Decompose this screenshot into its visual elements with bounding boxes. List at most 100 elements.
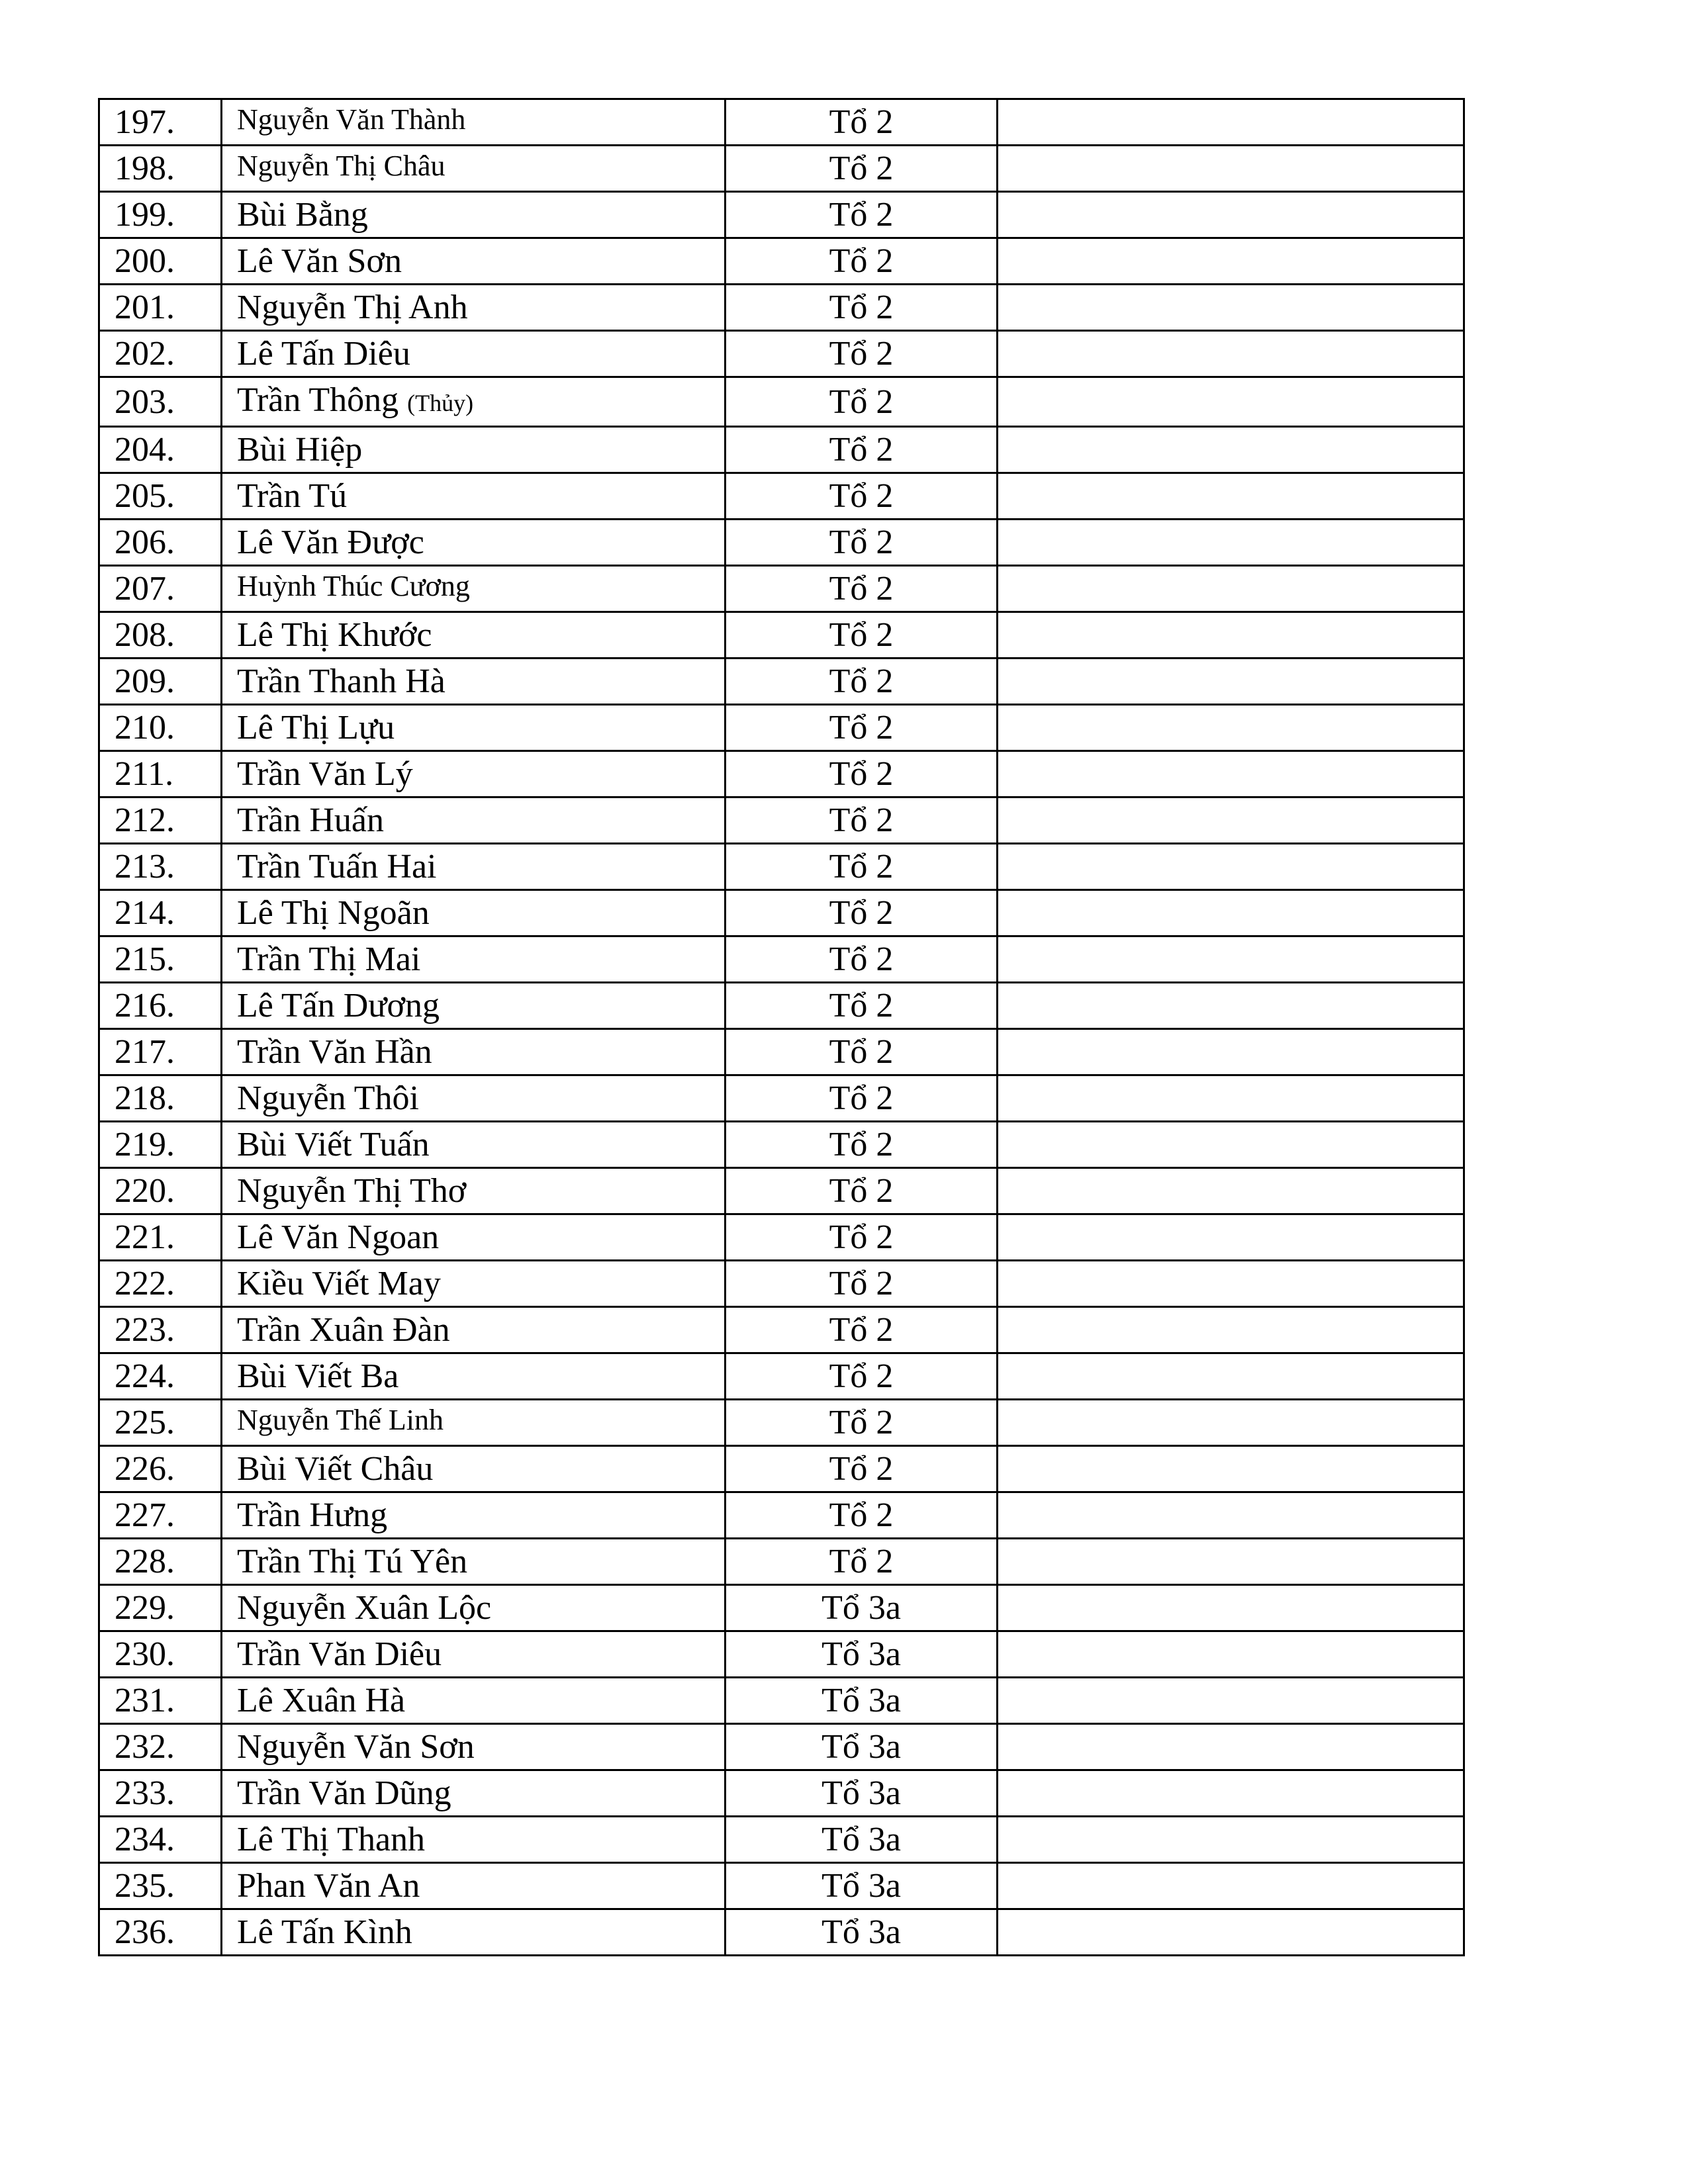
group-cell: Tổ 2 bbox=[724, 565, 998, 613]
member-name: Nguyễn Thị Thơ bbox=[237, 1172, 467, 1210]
member-name-cell: Huỳnh Thúc Cương bbox=[220, 565, 726, 613]
group-cell: Tổ 2 bbox=[724, 1167, 998, 1215]
member-name: Nguyễn Thôi bbox=[237, 1079, 419, 1117]
row-number: 233. bbox=[98, 1769, 222, 1817]
member-name: Nguyễn Văn Thành bbox=[237, 103, 466, 136]
group-cell: Tổ 2 bbox=[724, 981, 998, 1030]
notes-cell bbox=[996, 1815, 1465, 1864]
notes-cell bbox=[996, 842, 1465, 891]
notes-cell bbox=[996, 1398, 1465, 1447]
member-name: Bùi Hiệp bbox=[237, 431, 363, 469]
member-name-cell: Trần Văn Lý bbox=[220, 750, 726, 798]
notes-cell bbox=[996, 1306, 1465, 1354]
table-row: 210. Lê Thị Lựu Tổ 2 bbox=[98, 704, 1465, 752]
notes-cell bbox=[996, 472, 1465, 520]
table-row: 218. Nguyễn Thôi Tổ 2 bbox=[98, 1074, 1465, 1122]
notes-cell bbox=[996, 518, 1465, 567]
row-number: 197. bbox=[98, 98, 222, 146]
table-row: 205. Trần Tú Tổ 2 bbox=[98, 472, 1465, 520]
table-row: 228. Trần Thị Tú Yên Tổ 2 bbox=[98, 1537, 1465, 1586]
table-row: 224. Bùi Viết Ba Tổ 2 bbox=[98, 1352, 1465, 1400]
table-row: 236. Lê Tấn Kình Tổ 3a bbox=[98, 1908, 1465, 1956]
member-name: Lê Tấn Diêu bbox=[237, 335, 410, 373]
member-name: Trần Xuân Đàn bbox=[237, 1311, 450, 1349]
row-number: 204. bbox=[98, 426, 222, 474]
row-number: 222. bbox=[98, 1259, 222, 1308]
member-name: Lê Xuân Hà bbox=[237, 1682, 406, 1719]
notes-cell bbox=[996, 1584, 1465, 1632]
member-name-cell: Bùi Viết Tuấn bbox=[220, 1120, 726, 1169]
notes-cell bbox=[996, 1352, 1465, 1400]
table-row: 217. Trần Văn Hần Tổ 2 bbox=[98, 1028, 1465, 1076]
table-row: 200. Lê Văn Sơn Tổ 2 bbox=[98, 237, 1465, 285]
group-cell: Tổ 2 bbox=[724, 518, 998, 567]
table-row: 225. Nguyễn Thế Linh Tổ 2 bbox=[98, 1398, 1465, 1447]
group-cell: Tổ 3a bbox=[724, 1584, 998, 1632]
notes-cell bbox=[996, 889, 1465, 937]
table-row: 229. Nguyễn Xuân Lộc Tổ 3a bbox=[98, 1584, 1465, 1632]
member-name: Lê Tấn Kình bbox=[237, 1913, 412, 1951]
member-name: Nguyễn Thế Linh bbox=[237, 1404, 444, 1436]
notes-cell bbox=[996, 1537, 1465, 1586]
member-name-cell: Trần Hưng bbox=[220, 1491, 726, 1539]
group-cell: Tổ 3a bbox=[724, 1769, 998, 1817]
member-name-cell: Lê Thị Ngoãn bbox=[220, 889, 726, 937]
table-row: 209. Trần Thanh Hà Tổ 2 bbox=[98, 657, 1465, 705]
member-name: Lê Văn Ngoan bbox=[237, 1218, 440, 1256]
member-name-cell: Trần Thông (Thủy) bbox=[220, 376, 726, 428]
group-cell: Tổ 2 bbox=[724, 237, 998, 285]
row-number: 199. bbox=[98, 191, 222, 239]
row-number: 227. bbox=[98, 1491, 222, 1539]
notes-cell bbox=[996, 1028, 1465, 1076]
row-number: 229. bbox=[98, 1584, 222, 1632]
notes-cell bbox=[996, 191, 1465, 239]
group-cell: Tổ 3a bbox=[724, 1815, 998, 1864]
table-row: 233. Trần Văn Dũng Tổ 3a bbox=[98, 1769, 1465, 1817]
member-name-cell: Bùi Viết Ba bbox=[220, 1352, 726, 1400]
table-row: 206. Lê Văn Được Tổ 2 bbox=[98, 518, 1465, 567]
member-name: Lê Thị Khước bbox=[237, 616, 432, 654]
table-row: 231. Lê Xuân Hà Tổ 3a bbox=[98, 1676, 1465, 1725]
member-name-cell: Lê Văn Ngoan bbox=[220, 1213, 726, 1261]
row-number: 218. bbox=[98, 1074, 222, 1122]
member-name-cell: Nguyễn Văn Sơn bbox=[220, 1723, 726, 1771]
member-name-cell: Trần Huấn bbox=[220, 796, 726, 844]
member-name-cell: Nguyễn Văn Thành bbox=[220, 98, 726, 146]
notes-cell bbox=[996, 1167, 1465, 1215]
row-number: 212. bbox=[98, 796, 222, 844]
row-number: 198. bbox=[98, 144, 222, 193]
table-row: 223. Trần Xuân Đàn Tổ 2 bbox=[98, 1306, 1465, 1354]
member-name-cell: Lê Văn Sơn bbox=[220, 237, 726, 285]
member-name: Trần Văn Diêu bbox=[237, 1635, 442, 1673]
member-name: Trần Văn Dũng bbox=[237, 1774, 451, 1812]
table-row: 216. Lê Tấn Dương Tổ 2 bbox=[98, 981, 1465, 1030]
member-name: Lê Thị Lựu bbox=[237, 709, 395, 747]
member-name: Trần Hưng bbox=[237, 1496, 388, 1534]
row-number: 200. bbox=[98, 237, 222, 285]
row-number: 215. bbox=[98, 935, 222, 983]
notes-cell bbox=[996, 1445, 1465, 1493]
table-row: 201. Nguyễn Thị Anh Tổ 2 bbox=[98, 283, 1465, 332]
row-number: 224. bbox=[98, 1352, 222, 1400]
notes-cell bbox=[996, 1491, 1465, 1539]
table-row: 227. Trần Hưng Tổ 2 bbox=[98, 1491, 1465, 1539]
member-name-note: (Thủy) bbox=[407, 390, 474, 416]
member-name: Bùi Bằng bbox=[237, 196, 368, 234]
group-cell: Tổ 2 bbox=[724, 1537, 998, 1586]
member-name-cell: Kiều Viết May bbox=[220, 1259, 726, 1308]
row-number: 216. bbox=[98, 981, 222, 1030]
member-name: Nguyễn Xuân Lộc bbox=[237, 1589, 492, 1627]
row-number: 228. bbox=[98, 1537, 222, 1586]
table-row: 197. Nguyễn Văn Thành Tổ 2 bbox=[98, 98, 1465, 146]
group-cell: Tổ 2 bbox=[724, 842, 998, 891]
member-name: Trần Thị Tú Yên bbox=[237, 1543, 468, 1580]
group-cell: Tổ 2 bbox=[724, 704, 998, 752]
notes-cell bbox=[996, 330, 1465, 378]
notes-cell bbox=[996, 1213, 1465, 1261]
member-name: Huỳnh Thúc Cương bbox=[237, 570, 470, 602]
notes-cell bbox=[996, 283, 1465, 332]
member-name: Nguyễn Thị Anh bbox=[237, 289, 468, 326]
member-table: 197. Nguyễn Văn Thành Tổ 2 198. Nguyễn Thị C… bbox=[98, 98, 1465, 1956]
member-name: Lê Văn Sơn bbox=[237, 242, 402, 280]
row-number: 231. bbox=[98, 1676, 222, 1725]
